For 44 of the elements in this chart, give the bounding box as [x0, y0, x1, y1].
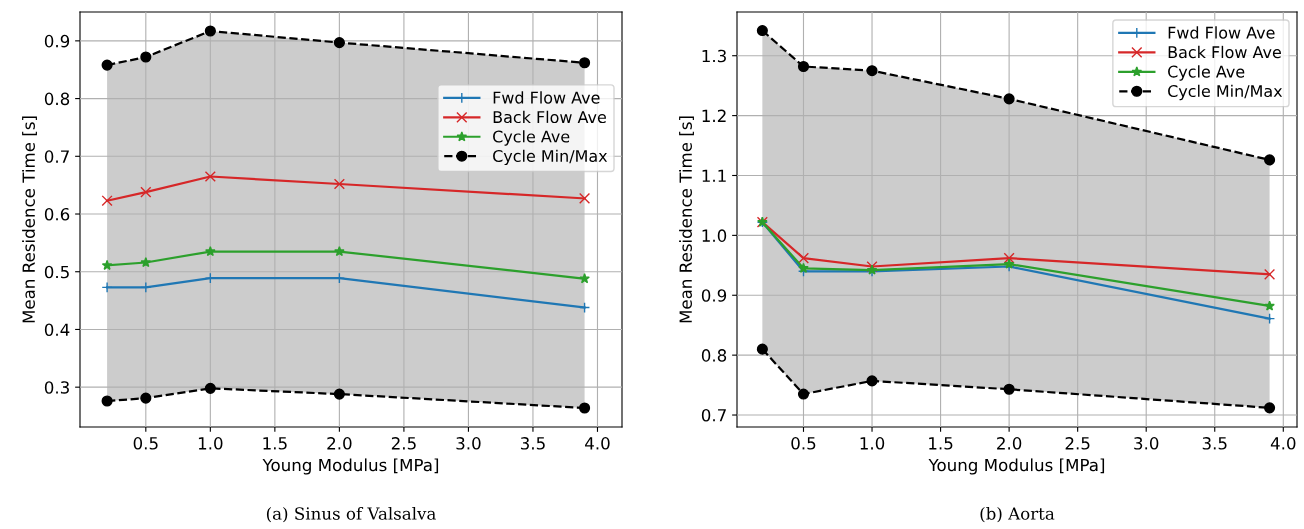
x-tick-label: 2.0 [997, 437, 1022, 450]
x-axis-title: Young Modulus [MPa] [928, 458, 1105, 475]
legend-label: Back Flow Ave [493, 110, 606, 124]
x-tick-label: 2.5 [1065, 437, 1090, 450]
legend-label: Fwd Flow Ave [493, 91, 600, 104]
x-tick-label: 3.5 [1202, 437, 1227, 450]
x-tick-label: 3.5 [520, 437, 545, 450]
legend-label: Cycle Ave [1168, 65, 1245, 81]
y-tick-label: 1.2 [702, 109, 726, 122]
x-tick-label: 1.5 [929, 437, 953, 450]
y-tick-label: 0.8 [701, 349, 727, 362]
legend-label: Fwd Flow Ave [1168, 26, 1275, 39]
y-tick-label: 0.8 [44, 92, 70, 106]
text: (b) Aorta [980, 506, 1055, 523]
y-tick-label: 1.0 [702, 229, 727, 242]
x-tick-label: 0.5 [791, 437, 816, 450]
x-tick-label: 0.5 [133, 437, 158, 450]
x-tick-label: 2.0 [327, 437, 352, 450]
x-tick-label: 3.0 [1134, 437, 1159, 450]
y-tick-label: 0.7 [701, 408, 726, 422]
y-axis-title: Mean Residence Time [s] [679, 116, 694, 323]
y-axis-title: Mean Residence Time [s] [22, 116, 37, 323]
x-tick-label: 4.0 [1270, 437, 1296, 450]
legend-label: Cycle Min/Max [493, 149, 608, 166]
x-tick-label: 4.0 [585, 437, 610, 450]
x-tick-label: 3.0 [456, 437, 481, 450]
legend-label: Back Flow Ave [1168, 45, 1281, 59]
text: (a) Sinus of Valsalva [266, 506, 436, 523]
x-tick-label: 1.0 [198, 437, 223, 450]
y-tick-label: 0.3 [44, 381, 69, 394]
x-axis-title: Young Modulus [MPa] [262, 458, 439, 475]
y-tick-label: 0.9 [44, 34, 70, 48]
x-tick-label: 1.5 [263, 437, 287, 450]
legend-label: Cycle Ave [493, 130, 570, 146]
y-tick-label: 0.4 [44, 323, 70, 337]
y-tick-label: 0.5 [44, 265, 69, 279]
x-tick-label: 1.0 [860, 437, 885, 450]
y-tick-label: 0.6 [44, 207, 70, 221]
y-tick-label: 1.1 [702, 169, 726, 182]
y-tick-label: 1.3 [702, 49, 726, 63]
legend-label: Cycle Min/Max [1168, 84, 1283, 101]
y-tick-label: 0.9 [701, 289, 727, 302]
y-tick-label: 0.7 [44, 150, 69, 163]
x-tick-label: 2.5 [391, 437, 416, 450]
